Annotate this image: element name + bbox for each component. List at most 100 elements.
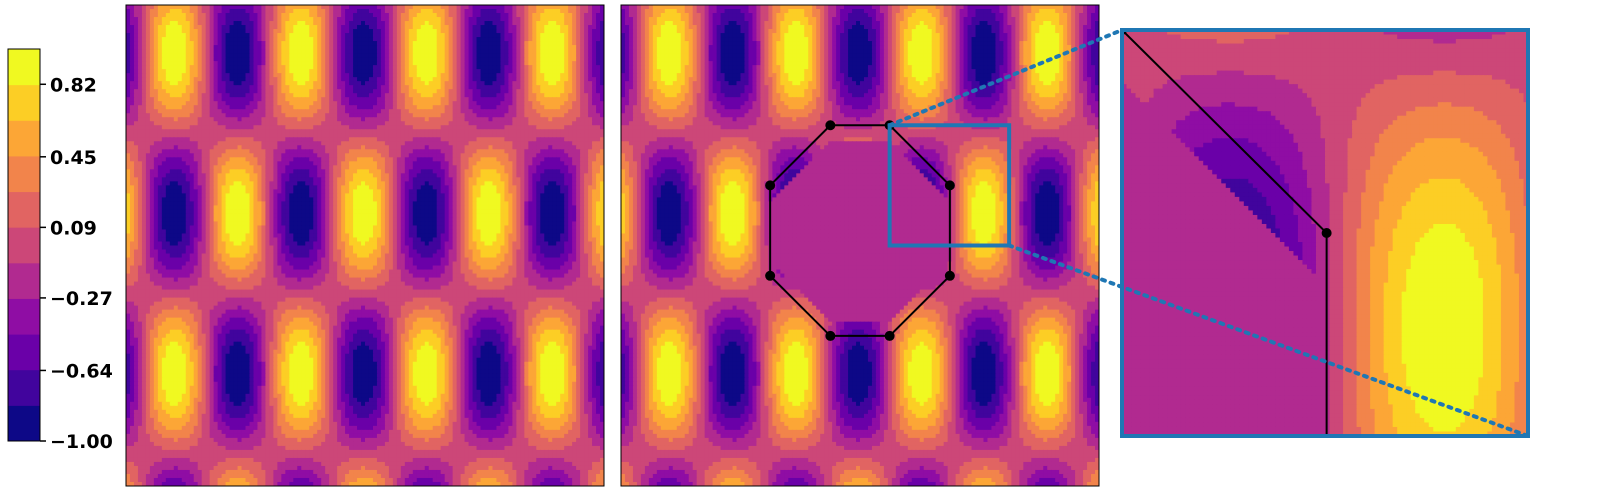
heatmap-cell [193, 153, 199, 158]
heatmap-cell [376, 73, 382, 78]
heatmap-cell [548, 145, 553, 150]
heatmap-cell [273, 5, 278, 10]
heatmap-cell [289, 53, 294, 58]
heatmap-cell [229, 33, 235, 38]
heatmap-cell [149, 165, 155, 170]
heatmap-cell [349, 141, 354, 146]
heatmap-cell [432, 25, 438, 30]
heatmap-cell [309, 81, 314, 86]
heatmap-cell [237, 69, 243, 74]
heatmap-cell [185, 17, 191, 22]
heatmap-cell [277, 41, 282, 46]
heatmap-cell [321, 153, 326, 158]
heatmap-cell [345, 53, 350, 58]
heatmap-cell [317, 121, 322, 126]
heatmap-cell [460, 45, 466, 50]
heatmap-cell [512, 77, 517, 82]
heatmap-cell [253, 33, 259, 38]
heatmap-cell [528, 29, 533, 34]
heatmap-cell [349, 41, 354, 46]
heatmap-cell [173, 109, 179, 114]
heatmap-cell [345, 13, 350, 18]
heatmap-cell [269, 65, 274, 70]
heatmap-cell [265, 149, 270, 154]
heatmap-cell [177, 169, 183, 174]
heatmap-cell [448, 5, 454, 10]
heatmap-cell [392, 101, 398, 106]
heatmap-cell [217, 97, 223, 102]
heatmap-cell [516, 125, 521, 130]
heatmap-cell [396, 13, 402, 18]
heatmap-cell [289, 17, 294, 22]
heatmap-cell [229, 161, 235, 166]
heatmap-cell [213, 53, 219, 58]
heatmap-cell [452, 65, 458, 70]
heatmap-cell [153, 69, 159, 74]
heatmap-cell [576, 117, 581, 122]
heatmap-cell [384, 109, 390, 114]
heatmap-cell [500, 17, 506, 22]
heatmap-cell [133, 97, 139, 102]
heatmap-cell [157, 25, 163, 30]
heatmap-cell [584, 89, 589, 94]
heatmap-cell [388, 97, 394, 102]
heatmap-cell [372, 121, 378, 126]
heatmap-cell [528, 9, 533, 14]
heatmap-cell [297, 25, 302, 30]
heatmap-cell [173, 121, 179, 126]
heatmap-cell [448, 165, 454, 170]
heatmap-cell [237, 117, 243, 122]
heatmap-cell [129, 133, 135, 138]
heatmap-cell [480, 153, 486, 158]
heatmap-cell [317, 153, 322, 158]
heatmap-cell [408, 161, 414, 166]
heatmap-cell [229, 133, 235, 138]
heatmap-cell [564, 37, 569, 42]
heatmap-cell [201, 125, 207, 130]
heatmap-cell [165, 125, 171, 130]
heatmap-cell [472, 129, 478, 134]
heatmap-cell [508, 101, 513, 106]
heatmap-cell [181, 81, 187, 86]
heatmap-cell [205, 161, 211, 166]
heatmap-cell [213, 33, 219, 38]
heatmap-cell [444, 13, 450, 18]
heatmap-cell [448, 41, 454, 46]
heatmap-cell [436, 149, 442, 154]
heatmap-cell [392, 81, 398, 86]
heatmap-cell [317, 117, 322, 122]
heatmap-cell [460, 133, 466, 138]
heatmap-cell [408, 117, 414, 122]
heatmap-cell [488, 145, 494, 150]
heatmap-cell [265, 5, 270, 10]
heatmap-cell [384, 29, 390, 34]
heatmap-cell [333, 129, 338, 134]
heatmap-cell [341, 17, 346, 22]
heatmap-cell [504, 109, 509, 114]
heatmap-cell [424, 129, 430, 134]
heatmap-cell [432, 81, 438, 86]
heatmap-cell [596, 5, 601, 10]
heatmap-cell [480, 9, 486, 14]
heatmap-cell [249, 169, 255, 174]
heatmap-cell [440, 121, 446, 126]
heatmap-cell [241, 141, 247, 146]
heatmap-cell [353, 77, 358, 82]
heatmap-cell [249, 97, 255, 102]
heatmap-cell [392, 153, 398, 158]
heatmap-cell [265, 101, 270, 106]
heatmap-cell [528, 105, 533, 110]
heatmap-cell [257, 109, 263, 114]
heatmap-cell [368, 21, 374, 26]
heatmap-cell [189, 113, 195, 118]
heatmap-cell [400, 45, 406, 50]
heatmap-cell [468, 69, 474, 74]
heatmap-cell [173, 45, 179, 50]
heatmap-cell [289, 45, 294, 50]
heatmap-cell [440, 5, 446, 10]
heatmap-cell [476, 105, 482, 110]
heatmap-cell [500, 161, 506, 166]
heatmap-cell [177, 61, 183, 66]
heatmap-cell [241, 85, 247, 90]
heatmap-cell [133, 157, 139, 162]
